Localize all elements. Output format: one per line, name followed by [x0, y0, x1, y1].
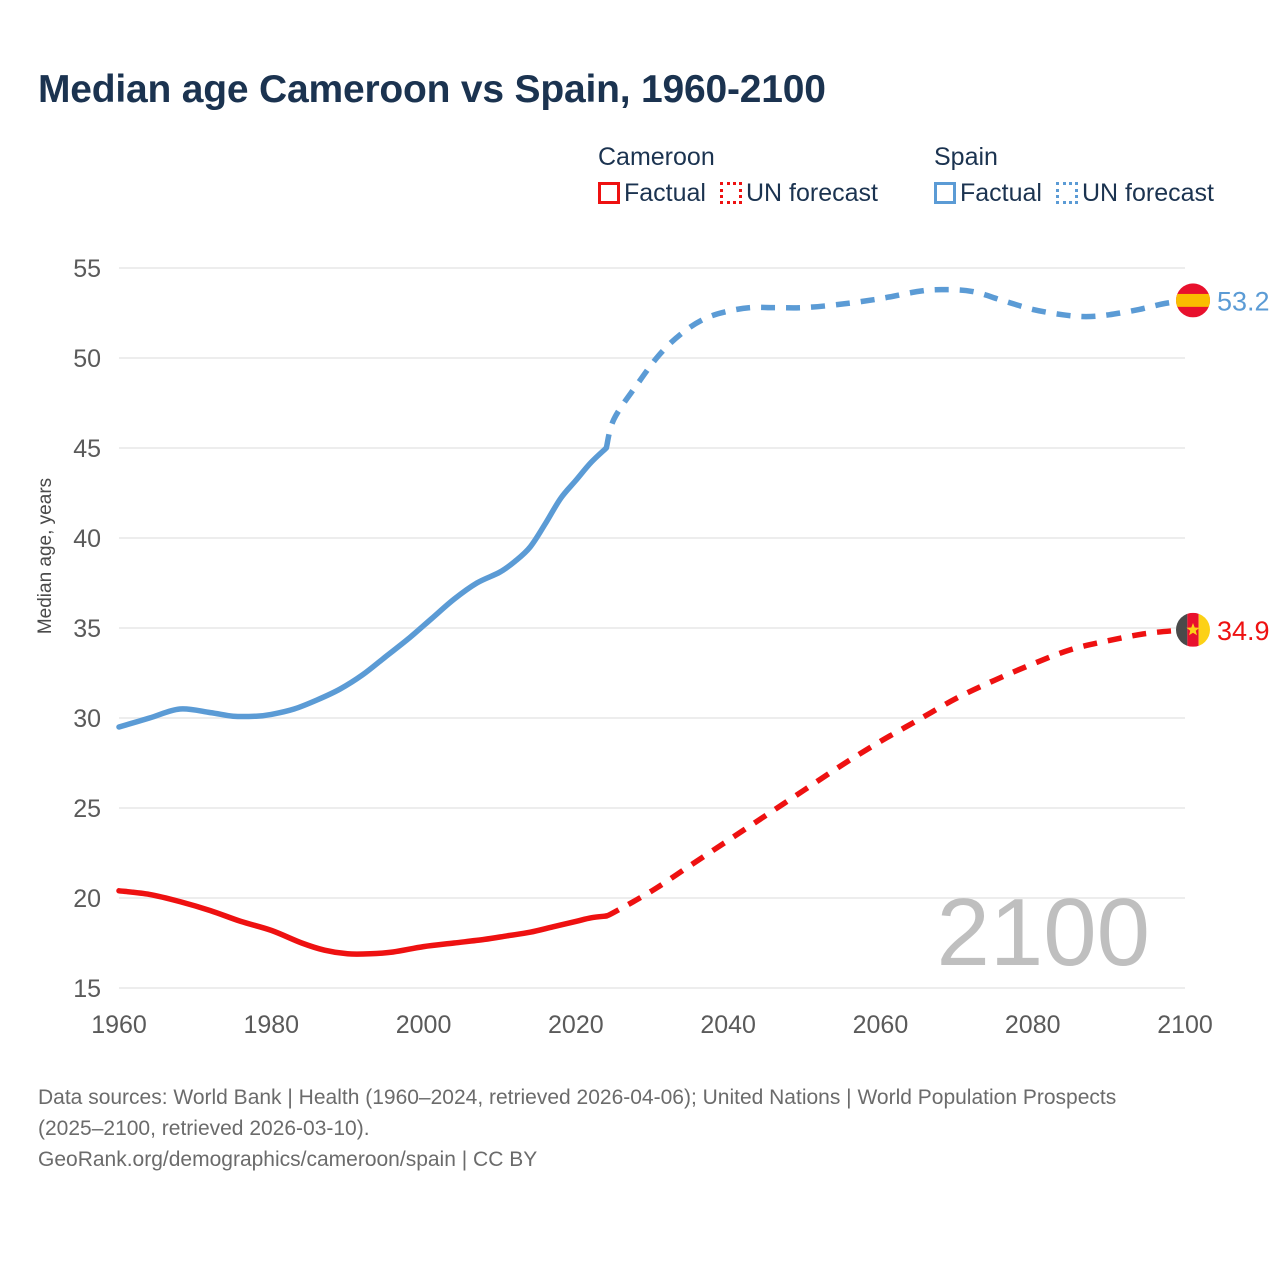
y-tick-label: 35	[73, 615, 101, 643]
footer-attribution[interactable]: GeoRank.org/demographics/cameroon/spain …	[38, 1148, 538, 1171]
y-tick-label: 55	[73, 255, 101, 283]
legend-items-cameroon: Factual UN forecast	[598, 180, 878, 206]
legend-item-label: UN forecast	[745, 179, 878, 207]
watermark-year: 2100	[936, 879, 1150, 986]
series-line-forecast-spain	[603, 286, 1186, 449]
y-tick-label: 30	[73, 705, 101, 733]
x-tick-label: 1980	[243, 1011, 299, 1039]
legend-item-label: Factual	[960, 179, 1042, 207]
x-tick-label: 2020	[548, 1011, 604, 1039]
footer-data-sources: Data sources: World Bank | Health (1960–…	[38, 1086, 1117, 1140]
legend-group-spain: Spain Factual UN forecast	[934, 142, 1214, 206]
series-line-forecast-cameroon	[605, 627, 1186, 919]
end-value-label-spain: 53.2	[1217, 286, 1270, 316]
legend-item-spain-factual[interactable]: Factual	[934, 180, 1042, 206]
x-tick-label: 2000	[396, 1011, 452, 1039]
legend-item-spain-forecast[interactable]: UN forecast	[1055, 179, 1214, 207]
spain-flag-icon	[1176, 283, 1210, 318]
y-tick-label: 45	[73, 435, 101, 463]
y-tick-label: 40	[73, 525, 101, 553]
end-value-label-cameroon: 34.9	[1217, 616, 1270, 646]
x-tick-label: 2100	[1157, 1011, 1213, 1039]
legend-item-label: UN forecast	[1081, 179, 1214, 207]
legend-swatch-solid-icon	[934, 182, 956, 204]
footer: Data sources: World Bank | Health (1960–…	[38, 1082, 1178, 1175]
legend-item-label: Factual	[624, 179, 706, 207]
page-title: Median age Cameroon vs Spain, 1960-2100	[38, 68, 826, 111]
series-lines	[116, 286, 1186, 957]
legend-group-cameroon: Cameroon Factual UN forecast	[598, 142, 878, 206]
x-tick-label: 2080	[1005, 1011, 1061, 1039]
legend-swatch-dotted-icon	[1055, 182, 1078, 204]
series-line-factual-cameroon	[116, 888, 610, 957]
y-tick-label: 15	[73, 975, 101, 1003]
series-line-factual-spain	[116, 445, 610, 730]
x-tick-labels: 1960 1980 2000 2020 2040 2060 2080 2100	[91, 1011, 1213, 1039]
legend-items-spain: Factual UN forecast	[934, 180, 1214, 206]
legend-item-cameroon-factual[interactable]: Factual	[598, 180, 706, 206]
x-tick-label: 2040	[700, 1011, 756, 1039]
x-tick-label: 1960	[91, 1011, 147, 1039]
end-markers: 53.2 34.9	[1176, 283, 1270, 647]
legend-item-cameroon-forecast[interactable]: UN forecast	[719, 179, 878, 207]
x-tick-label: 2060	[853, 1011, 909, 1039]
cameroon-flag-icon	[1176, 612, 1210, 647]
chart-legend: Cameroon Factual UN forecast Spain Factu…	[598, 142, 1248, 222]
legend-swatch-solid-icon	[598, 182, 620, 204]
y-tick-label: 25	[73, 795, 101, 823]
legend-group-title-spain: Spain	[934, 143, 998, 171]
y-axis-title: Median age, years	[35, 477, 56, 635]
y-tick-label: 50	[73, 345, 101, 373]
y-tick-label: 20	[73, 885, 101, 913]
gridlines	[119, 267, 1185, 989]
legend-swatch-dotted-icon	[719, 182, 742, 204]
legend-group-title-cameroon: Cameroon	[598, 143, 715, 171]
y-tick-labels: 15 20 25 30 35 40 45 50 55	[73, 255, 101, 1003]
